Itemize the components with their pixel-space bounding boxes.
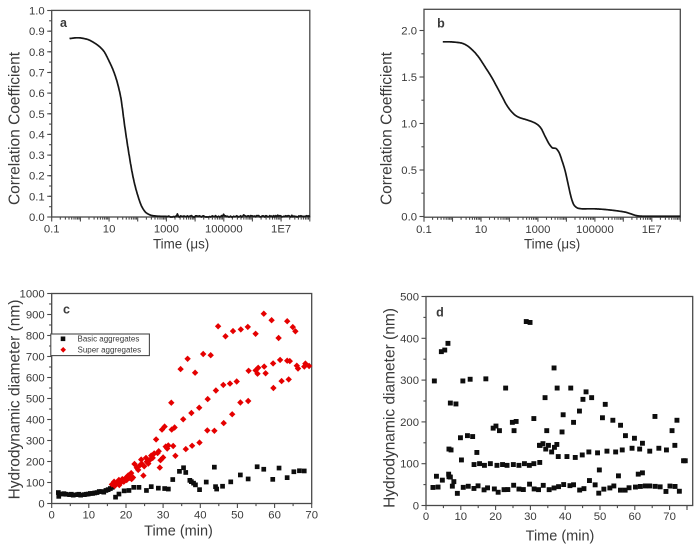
svg-text:0.3: 0.3	[29, 150, 45, 162]
svg-text:Correlation Coefficient: Correlation Coefficient	[379, 51, 396, 205]
svg-text:50: 50	[231, 510, 244, 522]
svg-text:300: 300	[26, 436, 45, 448]
svg-text:0.9: 0.9	[29, 26, 45, 38]
svg-text:1E7: 1E7	[271, 224, 291, 236]
svg-text:30: 30	[157, 510, 170, 522]
svg-text:Hydrodynamic diameter (nm): Hydrodynamic diameter (nm)	[7, 300, 24, 500]
svg-text:0: 0	[413, 501, 419, 513]
svg-text:600: 600	[26, 373, 45, 385]
svg-text:20: 20	[489, 511, 502, 523]
svg-text:Time (μs): Time (μs)	[153, 236, 209, 251]
svg-text:40: 40	[194, 510, 207, 522]
svg-text:0.0: 0.0	[29, 212, 45, 224]
svg-text:1E7: 1E7	[642, 224, 662, 236]
svg-text:0.5: 0.5	[401, 165, 417, 177]
svg-text:400: 400	[26, 415, 45, 427]
svg-text:0: 0	[423, 511, 429, 523]
svg-text:300: 300	[400, 375, 419, 387]
svg-text:100000: 100000	[576, 224, 614, 236]
svg-text:40: 40	[559, 511, 572, 523]
svg-text:70: 70	[305, 510, 318, 522]
svg-text:200: 200	[400, 417, 419, 429]
svg-text:0: 0	[49, 510, 55, 522]
svg-text:60: 60	[268, 510, 281, 522]
svg-text:1.0: 1.0	[401, 119, 417, 131]
svg-text:200: 200	[26, 457, 45, 469]
svg-text:30: 30	[524, 511, 537, 523]
svg-text:0.4: 0.4	[29, 129, 45, 141]
svg-text:2.0: 2.0	[401, 26, 417, 38]
svg-text:100: 100	[26, 478, 45, 490]
svg-text:500: 500	[400, 292, 419, 304]
svg-text:a: a	[60, 16, 68, 30]
svg-text:70: 70	[663, 511, 676, 523]
svg-text:0.2: 0.2	[29, 171, 45, 183]
svg-text:400: 400	[400, 333, 419, 345]
svg-text:Time (min): Time (min)	[526, 528, 595, 544]
svg-text:0.6: 0.6	[29, 88, 45, 100]
svg-text:0.1: 0.1	[29, 191, 45, 203]
svg-text:0.1: 0.1	[44, 224, 60, 236]
svg-text:700: 700	[26, 352, 45, 364]
svg-text:10: 10	[103, 224, 116, 236]
svg-text:60: 60	[629, 511, 642, 523]
svg-text:b: b	[437, 17, 445, 31]
svg-text:50: 50	[594, 511, 607, 523]
svg-text:100: 100	[400, 459, 419, 471]
svg-text:1.0: 1.0	[29, 6, 45, 18]
svg-text:500: 500	[26, 394, 45, 406]
svg-text:0.1: 0.1	[416, 224, 432, 236]
svg-text:900: 900	[26, 310, 45, 322]
svg-text:10: 10	[455, 511, 468, 523]
svg-text:Correlation Coefficient: Correlation Coefficient	[7, 51, 24, 205]
svg-text:1.5: 1.5	[401, 72, 417, 84]
svg-text:10: 10	[475, 224, 488, 236]
svg-text:Super aggregates: Super aggregates	[78, 346, 142, 355]
svg-text:c: c	[63, 303, 70, 317]
svg-text:Hydrodynamic diameter (nm): Hydrodynamic diameter (nm)	[382, 308, 399, 508]
svg-text:0.0: 0.0	[401, 212, 417, 224]
svg-text:100000: 100000	[205, 224, 243, 236]
svg-text:0.7: 0.7	[29, 68, 45, 80]
svg-text:0.8: 0.8	[29, 47, 45, 59]
svg-text:Basic aggregates: Basic aggregates	[78, 335, 140, 344]
svg-text:1000: 1000	[20, 289, 45, 301]
svg-text:0.5: 0.5	[29, 109, 45, 121]
svg-text:1000: 1000	[525, 224, 550, 236]
svg-text:0: 0	[38, 499, 44, 511]
svg-text:Time (min): Time (min)	[144, 523, 213, 539]
svg-text:1000: 1000	[154, 224, 179, 236]
svg-text:d: d	[436, 306, 444, 320]
svg-text:Time (μs): Time (μs)	[524, 236, 580, 251]
svg-text:20: 20	[120, 510, 133, 522]
svg-text:10: 10	[83, 510, 96, 522]
svg-text:800: 800	[26, 331, 45, 343]
